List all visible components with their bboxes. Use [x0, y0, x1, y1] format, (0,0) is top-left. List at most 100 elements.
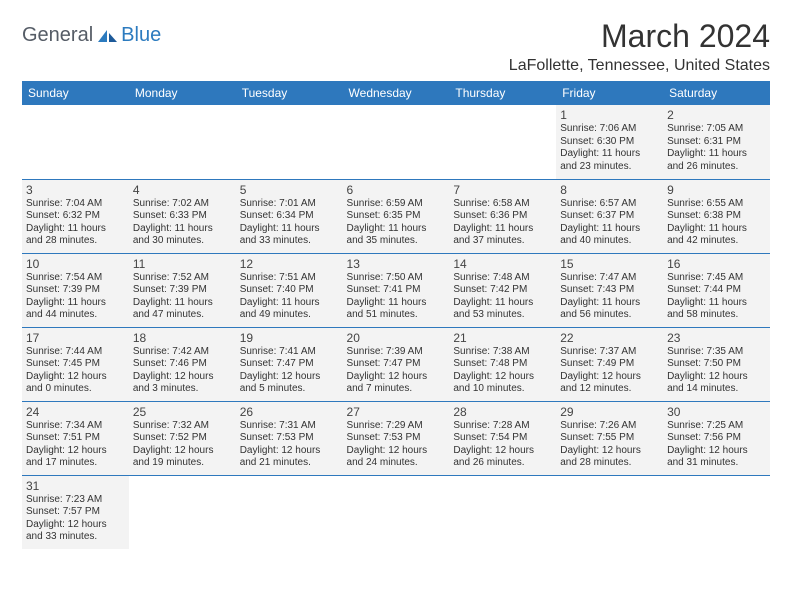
calendar-cell: 20Sunrise: 7:39 AMSunset: 7:47 PMDayligh… — [343, 327, 450, 401]
day-number: 10 — [26, 257, 125, 271]
calendar-cell: 23Sunrise: 7:35 AMSunset: 7:50 PMDayligh… — [663, 327, 770, 401]
day-info: Sunrise: 7:54 AMSunset: 7:39 PMDaylight:… — [26, 272, 125, 322]
day-info: Sunrise: 7:02 AMSunset: 6:33 PMDaylight:… — [133, 198, 232, 248]
day-number: 27 — [347, 405, 446, 419]
calendar-cell: 19Sunrise: 7:41 AMSunset: 7:47 PMDayligh… — [236, 327, 343, 401]
day-info: Sunrise: 7:23 AMSunset: 7:57 PMDaylight:… — [26, 494, 125, 544]
day-number: 4 — [133, 183, 232, 197]
day-info: Sunrise: 7:34 AMSunset: 7:51 PMDaylight:… — [26, 420, 125, 470]
day-number: 5 — [240, 183, 339, 197]
day-info: Sunrise: 7:48 AMSunset: 7:42 PMDaylight:… — [453, 272, 552, 322]
day-number: 15 — [560, 257, 659, 271]
calendar-cell: 14Sunrise: 7:48 AMSunset: 7:42 PMDayligh… — [449, 253, 556, 327]
calendar-cell: 31Sunrise: 7:23 AMSunset: 7:57 PMDayligh… — [22, 475, 129, 549]
day-number: 9 — [667, 183, 766, 197]
day-number: 16 — [667, 257, 766, 271]
calendar-cell: 25Sunrise: 7:32 AMSunset: 7:52 PMDayligh… — [129, 401, 236, 475]
day-info: Sunrise: 7:51 AMSunset: 7:40 PMDaylight:… — [240, 272, 339, 322]
day-number: 21 — [453, 331, 552, 345]
column-header: Sunday — [22, 81, 129, 105]
calendar-cell: 11Sunrise: 7:52 AMSunset: 7:39 PMDayligh… — [129, 253, 236, 327]
logo-text-general: General — [22, 24, 93, 47]
calendar-row: 17Sunrise: 7:44 AMSunset: 7:45 PMDayligh… — [22, 327, 770, 401]
day-info: Sunrise: 7:47 AMSunset: 7:43 PMDaylight:… — [560, 272, 659, 322]
header: General Blue March 2024 LaFollette, Tenn… — [22, 18, 770, 75]
day-number: 18 — [133, 331, 232, 345]
day-number: 11 — [133, 257, 232, 271]
calendar-cell: 28Sunrise: 7:28 AMSunset: 7:54 PMDayligh… — [449, 401, 556, 475]
day-info: Sunrise: 6:59 AMSunset: 6:35 PMDaylight:… — [347, 198, 446, 248]
day-number: 29 — [560, 405, 659, 419]
calendar-cell — [343, 105, 450, 179]
calendar-cell: 9Sunrise: 6:55 AMSunset: 6:38 PMDaylight… — [663, 179, 770, 253]
calendar-cell: 3Sunrise: 7:04 AMSunset: 6:32 PMDaylight… — [22, 179, 129, 253]
day-info: Sunrise: 7:35 AMSunset: 7:50 PMDaylight:… — [667, 346, 766, 396]
day-info: Sunrise: 7:39 AMSunset: 7:47 PMDaylight:… — [347, 346, 446, 396]
calendar-cell: 17Sunrise: 7:44 AMSunset: 7:45 PMDayligh… — [22, 327, 129, 401]
day-number: 19 — [240, 331, 339, 345]
calendar-cell — [22, 105, 129, 179]
calendar-cell — [663, 475, 770, 549]
calendar-cell: 27Sunrise: 7:29 AMSunset: 7:53 PMDayligh… — [343, 401, 450, 475]
day-info: Sunrise: 7:50 AMSunset: 7:41 PMDaylight:… — [347, 272, 446, 322]
calendar-cell: 10Sunrise: 7:54 AMSunset: 7:39 PMDayligh… — [22, 253, 129, 327]
calendar-cell: 5Sunrise: 7:01 AMSunset: 6:34 PMDaylight… — [236, 179, 343, 253]
column-header: Saturday — [663, 81, 770, 105]
calendar-cell: 16Sunrise: 7:45 AMSunset: 7:44 PMDayligh… — [663, 253, 770, 327]
calendar-cell: 1Sunrise: 7:06 AMSunset: 6:30 PMDaylight… — [556, 105, 663, 179]
calendar-row: 1Sunrise: 7:06 AMSunset: 6:30 PMDaylight… — [22, 105, 770, 179]
day-info: Sunrise: 7:26 AMSunset: 7:55 PMDaylight:… — [560, 420, 659, 470]
day-info: Sunrise: 7:25 AMSunset: 7:56 PMDaylight:… — [667, 420, 766, 470]
calendar-cell: 13Sunrise: 7:50 AMSunset: 7:41 PMDayligh… — [343, 253, 450, 327]
day-info: Sunrise: 6:55 AMSunset: 6:38 PMDaylight:… — [667, 198, 766, 248]
calendar-cell: 2Sunrise: 7:05 AMSunset: 6:31 PMDaylight… — [663, 105, 770, 179]
day-number: 24 — [26, 405, 125, 419]
calendar-cell — [556, 475, 663, 549]
day-number: 17 — [26, 331, 125, 345]
calendar-table: SundayMondayTuesdayWednesdayThursdayFrid… — [22, 81, 770, 549]
location-subtitle: LaFollette, Tennessee, United States — [509, 57, 770, 75]
day-info: Sunrise: 7:44 AMSunset: 7:45 PMDaylight:… — [26, 346, 125, 396]
calendar-row: 24Sunrise: 7:34 AMSunset: 7:51 PMDayligh… — [22, 401, 770, 475]
calendar-cell — [236, 475, 343, 549]
column-header: Friday — [556, 81, 663, 105]
day-number: 2 — [667, 108, 766, 122]
calendar-row: 10Sunrise: 7:54 AMSunset: 7:39 PMDayligh… — [22, 253, 770, 327]
calendar-cell: 6Sunrise: 6:59 AMSunset: 6:35 PMDaylight… — [343, 179, 450, 253]
calendar-cell — [129, 105, 236, 179]
day-info: Sunrise: 7:37 AMSunset: 7:49 PMDaylight:… — [560, 346, 659, 396]
calendar-cell: 12Sunrise: 7:51 AMSunset: 7:40 PMDayligh… — [236, 253, 343, 327]
day-number: 14 — [453, 257, 552, 271]
day-number: 12 — [240, 257, 339, 271]
calendar-cell — [236, 105, 343, 179]
calendar-cell: 18Sunrise: 7:42 AMSunset: 7:46 PMDayligh… — [129, 327, 236, 401]
title-block: March 2024 LaFollette, Tennessee, United… — [509, 18, 770, 75]
day-number: 20 — [347, 331, 446, 345]
calendar-body: 1Sunrise: 7:06 AMSunset: 6:30 PMDaylight… — [22, 105, 770, 549]
page-title: March 2024 — [509, 18, 770, 55]
day-info: Sunrise: 7:41 AMSunset: 7:47 PMDaylight:… — [240, 346, 339, 396]
calendar-cell — [449, 475, 556, 549]
calendar-cell: 24Sunrise: 7:34 AMSunset: 7:51 PMDayligh… — [22, 401, 129, 475]
day-number: 7 — [453, 183, 552, 197]
day-number: 13 — [347, 257, 446, 271]
day-info: Sunrise: 6:57 AMSunset: 6:37 PMDaylight:… — [560, 198, 659, 248]
logo: General Blue — [22, 24, 161, 47]
calendar-row: 31Sunrise: 7:23 AMSunset: 7:57 PMDayligh… — [22, 475, 770, 549]
day-info: Sunrise: 6:58 AMSunset: 6:36 PMDaylight:… — [453, 198, 552, 248]
day-info: Sunrise: 7:05 AMSunset: 6:31 PMDaylight:… — [667, 123, 766, 173]
calendar-header-row: SundayMondayTuesdayWednesdayThursdayFrid… — [22, 81, 770, 105]
calendar-cell: 26Sunrise: 7:31 AMSunset: 7:53 PMDayligh… — [236, 401, 343, 475]
calendar-cell: 22Sunrise: 7:37 AMSunset: 7:49 PMDayligh… — [556, 327, 663, 401]
calendar-cell: 7Sunrise: 6:58 AMSunset: 6:36 PMDaylight… — [449, 179, 556, 253]
day-number: 30 — [667, 405, 766, 419]
column-header: Monday — [129, 81, 236, 105]
calendar-cell — [129, 475, 236, 549]
day-info: Sunrise: 7:45 AMSunset: 7:44 PMDaylight:… — [667, 272, 766, 322]
day-info: Sunrise: 7:32 AMSunset: 7:52 PMDaylight:… — [133, 420, 232, 470]
day-info: Sunrise: 7:38 AMSunset: 7:48 PMDaylight:… — [453, 346, 552, 396]
day-number: 1 — [560, 108, 659, 122]
day-info: Sunrise: 7:31 AMSunset: 7:53 PMDaylight:… — [240, 420, 339, 470]
day-info: Sunrise: 7:42 AMSunset: 7:46 PMDaylight:… — [133, 346, 232, 396]
day-info: Sunrise: 7:52 AMSunset: 7:39 PMDaylight:… — [133, 272, 232, 322]
